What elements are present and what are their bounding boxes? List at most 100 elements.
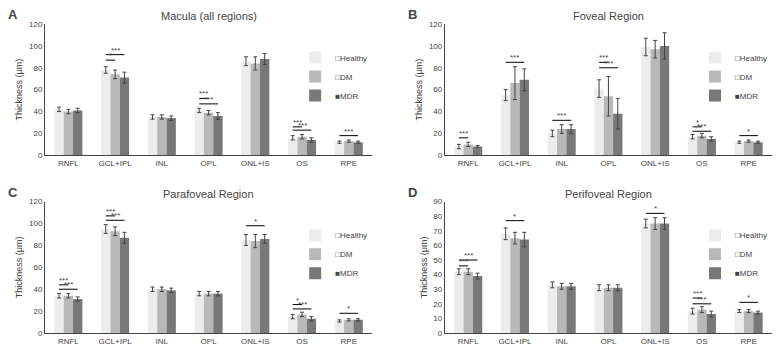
svg-text:RPE: RPE xyxy=(740,159,756,168)
svg-text:RPE: RPE xyxy=(740,337,756,346)
svg-text:□DM: □DM xyxy=(335,73,353,82)
svg-text:Thickness (μm): Thickness (μm) xyxy=(414,59,424,121)
svg-text:Parafoveal Region: Parafoveal Region xyxy=(163,188,254,200)
svg-text:C: C xyxy=(8,185,18,200)
svg-text:*: * xyxy=(654,204,657,213)
svg-text:20: 20 xyxy=(33,307,42,316)
svg-text:OPL: OPL xyxy=(201,337,218,346)
svg-text:INL: INL xyxy=(156,159,169,168)
svg-text:80: 80 xyxy=(433,212,442,221)
svg-text:□DM: □DM xyxy=(735,73,753,82)
svg-text:RNFL: RNFL xyxy=(58,337,79,346)
svg-text:***: *** xyxy=(697,122,706,131)
svg-text:GCL+IPL: GCL+IPL xyxy=(99,159,133,168)
svg-text:***: *** xyxy=(111,211,120,220)
svg-text:***: *** xyxy=(344,127,353,136)
svg-text:□Healthy: □Healthy xyxy=(735,231,767,240)
svg-text:RNFL: RNFL xyxy=(458,337,479,346)
svg-text:***: *** xyxy=(693,289,702,298)
svg-text:100: 100 xyxy=(29,42,43,51)
svg-text:■MDR: ■MDR xyxy=(735,269,758,278)
svg-text:0: 0 xyxy=(38,329,43,338)
svg-text:***: *** xyxy=(697,295,706,304)
svg-text:***: *** xyxy=(604,59,613,68)
svg-text:RNFL: RNFL xyxy=(458,159,479,168)
svg-text:***: *** xyxy=(298,121,307,130)
svg-text:***: *** xyxy=(111,46,120,55)
svg-text:□Healthy: □Healthy xyxy=(335,231,367,240)
svg-text:OS: OS xyxy=(296,159,308,168)
svg-text:ONL+IS: ONL+IS xyxy=(641,337,670,346)
svg-text:***: *** xyxy=(459,257,468,266)
svg-text:40: 40 xyxy=(433,107,442,116)
svg-text:120: 120 xyxy=(429,20,443,29)
svg-text:■MDR: ■MDR xyxy=(335,92,358,101)
svg-text:***: *** xyxy=(106,207,115,216)
svg-text:60: 60 xyxy=(433,85,442,94)
svg-text:***: *** xyxy=(59,276,68,285)
svg-text:***: *** xyxy=(199,89,208,98)
svg-text:Thickness (μm): Thickness (μm) xyxy=(419,236,429,298)
svg-text:D: D xyxy=(408,185,417,200)
svg-text:80: 80 xyxy=(433,64,442,73)
svg-text:***: *** xyxy=(293,118,302,127)
svg-text:120: 120 xyxy=(29,20,43,29)
svg-text:100: 100 xyxy=(29,219,43,228)
svg-text:0: 0 xyxy=(438,151,443,160)
svg-text:90: 90 xyxy=(433,197,442,206)
svg-text:Foveal Region: Foveal Region xyxy=(573,10,644,22)
svg-text:***: *** xyxy=(298,300,307,309)
svg-text:OS: OS xyxy=(296,337,308,346)
svg-text:70: 70 xyxy=(433,227,442,236)
svg-text:Macula (all regions): Macula (all regions) xyxy=(161,10,257,22)
svg-text:*: * xyxy=(513,212,516,221)
svg-text:20: 20 xyxy=(433,300,442,309)
svg-text:ONL+IS: ONL+IS xyxy=(641,159,670,168)
svg-text:60: 60 xyxy=(33,263,42,272)
svg-text:*: * xyxy=(254,217,257,226)
svg-text:OS: OS xyxy=(696,337,708,346)
svg-text:A: A xyxy=(8,7,18,22)
svg-text:Thickness (μm): Thickness (μm) xyxy=(14,59,24,121)
svg-text:OPL: OPL xyxy=(201,159,218,168)
svg-text:□DM: □DM xyxy=(735,250,753,259)
svg-text:80: 80 xyxy=(33,241,42,250)
svg-text:*: * xyxy=(347,304,350,313)
svg-text:50: 50 xyxy=(433,256,442,265)
svg-text:■MDR: ■MDR xyxy=(335,269,358,278)
svg-text:*: * xyxy=(296,296,299,305)
svg-text:*: * xyxy=(747,127,750,136)
svg-text:OS: OS xyxy=(696,159,708,168)
svg-text:***: *** xyxy=(204,95,213,104)
svg-text:*: * xyxy=(747,293,750,302)
svg-text:60: 60 xyxy=(433,241,442,250)
svg-text:GCL+IPL: GCL+IPL xyxy=(498,159,532,168)
svg-text:40: 40 xyxy=(433,270,442,279)
svg-text:40: 40 xyxy=(33,285,42,294)
svg-text:INL: INL xyxy=(555,159,568,168)
svg-text:□Healthy: □Healthy xyxy=(735,54,767,63)
svg-text:***: *** xyxy=(510,53,519,62)
svg-text:INL: INL xyxy=(555,337,568,346)
svg-text:10: 10 xyxy=(433,314,442,323)
svg-text:80: 80 xyxy=(33,64,42,73)
svg-text:RPE: RPE xyxy=(341,159,357,168)
svg-text:■MDR: ■MDR xyxy=(735,92,758,101)
svg-text:Perifoveal Region: Perifoveal Region xyxy=(565,188,652,200)
svg-text:GCL+IPL: GCL+IPL xyxy=(498,337,532,346)
svg-text:0: 0 xyxy=(38,151,43,160)
svg-text:ONL+IS: ONL+IS xyxy=(241,337,270,346)
svg-text:30: 30 xyxy=(433,285,442,294)
svg-text:40: 40 xyxy=(33,107,42,116)
svg-text:B: B xyxy=(408,7,417,22)
svg-text:RNFL: RNFL xyxy=(58,159,79,168)
svg-text:OPL: OPL xyxy=(600,337,617,346)
svg-text:60: 60 xyxy=(33,85,42,94)
svg-text:Thickness (μm): Thickness (μm) xyxy=(14,236,24,298)
svg-text:***: *** xyxy=(557,111,566,120)
svg-text:GCL+IPL: GCL+IPL xyxy=(99,337,133,346)
svg-text:0: 0 xyxy=(438,329,443,338)
svg-text:*: * xyxy=(109,51,112,60)
svg-text:INL: INL xyxy=(156,337,169,346)
svg-text:***: *** xyxy=(599,53,608,62)
